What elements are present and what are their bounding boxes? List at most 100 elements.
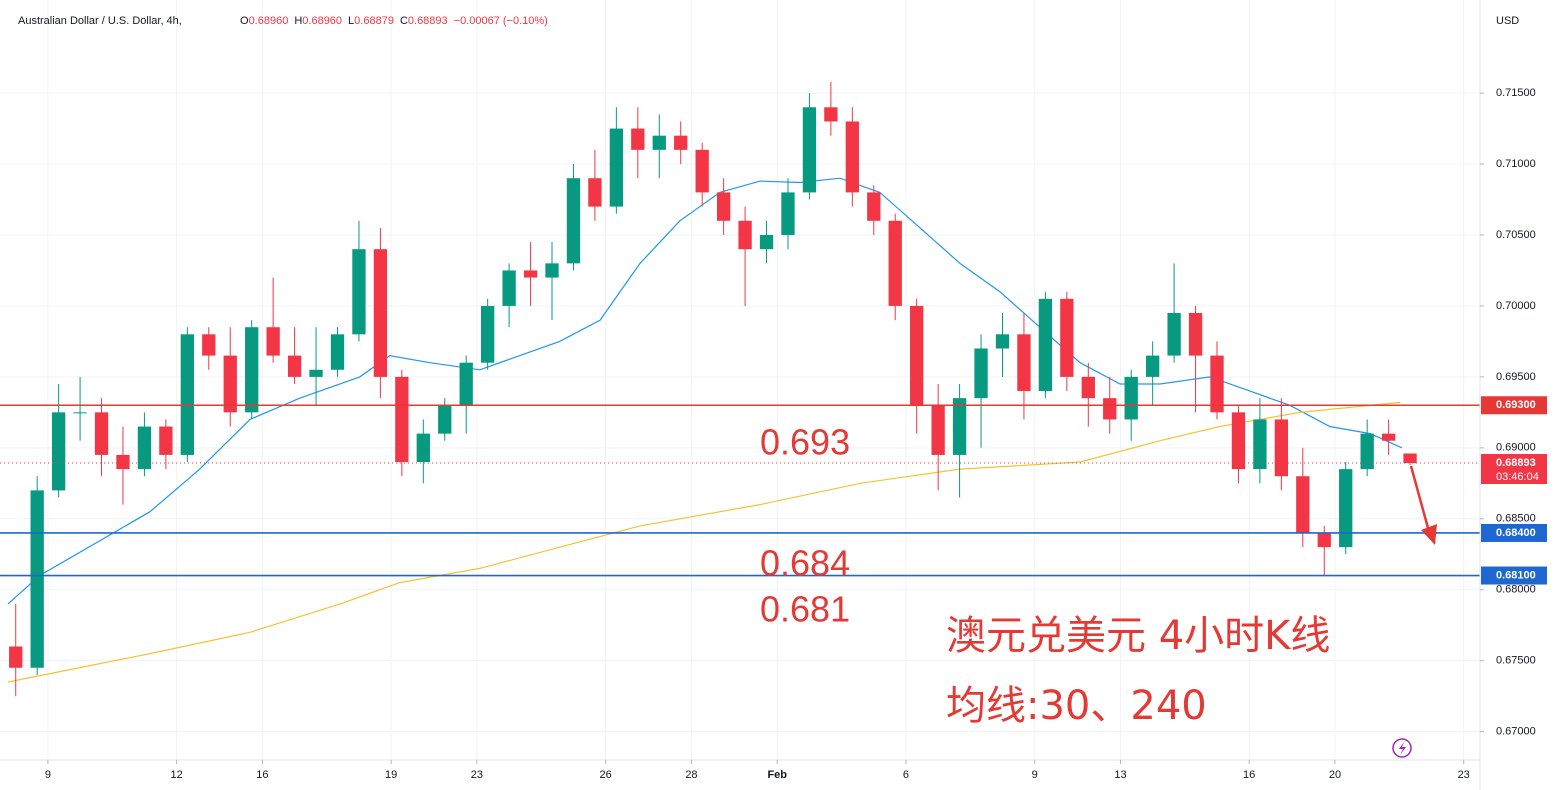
y-tick-label: 0.67000 (1496, 726, 1536, 738)
candle-body (1274, 419, 1289, 477)
lightning-glyph (1399, 742, 1406, 755)
candle-body (652, 135, 666, 150)
y-tick-label: 0.70500 (1496, 229, 1536, 241)
candle-body (695, 149, 709, 193)
currency: USD (1496, 15, 1519, 27)
candle-body (824, 107, 838, 122)
candle-body (180, 334, 194, 455)
candle-body (137, 426, 152, 470)
candle-body (674, 135, 688, 150)
grid (0, 0, 1480, 760)
candle-body (1253, 419, 1267, 470)
x-tick-label: 28 (685, 769, 697, 781)
candle-body (481, 305, 495, 363)
candle-body (631, 128, 645, 150)
x-tick-label: 23 (471, 769, 483, 781)
y-tick-label: 0.68500 (1496, 513, 1536, 525)
candle-body (1038, 298, 1053, 392)
candle-body (931, 405, 945, 455)
candle-body (373, 249, 388, 377)
candle-body (1060, 298, 1074, 377)
y-tick-label: 0.69000 (1496, 442, 1536, 454)
candle-body (1317, 532, 1331, 548)
candle-body (438, 405, 452, 434)
level-annotation: 0.681 (760, 589, 850, 630)
arrow (1409, 465, 1430, 529)
candle-body (545, 263, 559, 278)
arrow-head (1421, 524, 1437, 545)
chart-annotation: 均线:30、240 (946, 683, 1207, 729)
ohlc-value: 0.68960 (302, 15, 342, 27)
candle-body (588, 178, 602, 207)
candle-body (738, 220, 752, 250)
symbol-title: Australian Dollar / U.S. Dollar, 4h, (18, 15, 182, 27)
lightning-icon[interactable] (1392, 738, 1412, 758)
candle-body (1146, 355, 1160, 377)
chart-annotation: 澳元兑美元 4小时K线 (946, 613, 1330, 659)
level-label: 0.69300 (1496, 399, 1536, 411)
ohlc-change: −0.00067 (−0.10%) (454, 15, 548, 27)
candle-body (716, 192, 731, 221)
candle-body (781, 192, 795, 235)
moving-average (7, 177, 1403, 605)
candle-body (459, 362, 473, 406)
plot (0, 81, 1480, 697)
candle-body (330, 334, 345, 370)
x-tick-label: 16 (1243, 769, 1255, 781)
candle-body (1360, 433, 1374, 470)
candle-body (502, 270, 516, 306)
x-tick-label: Feb (767, 769, 787, 781)
x-tick-label: 6 (903, 769, 909, 781)
candle-body (845, 121, 859, 193)
ohlc-value: 0.68960 (249, 15, 289, 27)
candle-body (1017, 334, 1031, 392)
level-annotation: 0.693 (760, 422, 850, 463)
ohlc-legend: O0.68960 H0.68960 L0.68879 C0.68893 −0.00067… (240, 15, 548, 27)
candle-body (51, 412, 66, 491)
y-tick-label: 0.71000 (1496, 158, 1536, 170)
x-tick-label: 26 (600, 769, 612, 781)
candle-body (888, 220, 902, 306)
x-tick-label: 9 (1032, 769, 1038, 781)
candle-body (1403, 453, 1417, 464)
candle-body (395, 376, 409, 463)
candle-body (1296, 476, 1310, 533)
candle-body (1210, 355, 1224, 413)
y-tick-label: 0.68000 (1496, 584, 1536, 596)
candle-body (287, 355, 302, 377)
x-tick-label: 20 (1329, 769, 1341, 781)
last-price-label: 0.68893 (1496, 457, 1536, 469)
candle-body (609, 128, 624, 207)
ohlc-key: C (400, 15, 408, 27)
candle-body (910, 305, 924, 406)
candle-body (352, 249, 366, 335)
level-label: 0.68100 (1496, 569, 1536, 581)
x-tick-label: 23 (1458, 769, 1470, 781)
y-tick-label: 0.70000 (1496, 300, 1536, 312)
candle-body (94, 412, 109, 455)
candle-body (223, 355, 237, 413)
candle-body (974, 348, 988, 399)
candle-body (1124, 376, 1138, 420)
candle-body (73, 412, 87, 414)
candle-body (159, 426, 173, 455)
candle-body (566, 178, 581, 264)
level-annotation: 0.684 (760, 543, 850, 584)
candle-body (952, 398, 967, 455)
candle-body (867, 192, 881, 221)
candle-body (116, 454, 130, 470)
candle-body (802, 107, 817, 193)
candle-body (9, 646, 23, 668)
x-tick-label: 16 (256, 769, 268, 781)
candle-body (1188, 313, 1203, 356)
x-tick-label: 19 (385, 769, 397, 781)
level-label-box (1481, 566, 1547, 585)
countdown-label: 03:46:04 (1496, 471, 1539, 483)
ohlc-key: H (294, 15, 302, 27)
candle-body (1231, 412, 1246, 470)
candle-body (416, 433, 430, 463)
level-label-box (1481, 523, 1547, 542)
candle-body (202, 334, 216, 356)
candle-body (523, 270, 538, 278)
x-tick-label: 12 (170, 769, 182, 781)
